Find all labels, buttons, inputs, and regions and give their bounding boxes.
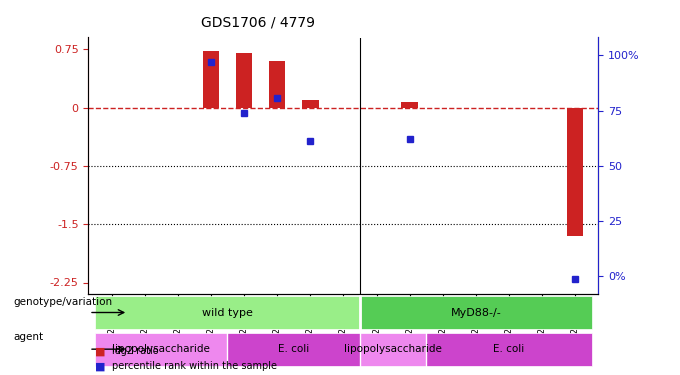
FancyBboxPatch shape [95,296,360,329]
Text: percentile rank within the sample: percentile rank within the sample [112,361,277,371]
Text: GDS1706 / 4779: GDS1706 / 4779 [201,15,316,29]
Text: genotype/variation: genotype/variation [14,297,113,307]
FancyBboxPatch shape [228,333,360,366]
Text: ■: ■ [95,346,105,356]
Bar [302,100,318,108]
Text: ■: ■ [95,361,105,371]
Bar [401,102,418,108]
Text: E. coli: E. coli [278,344,309,354]
Text: lipopolysaccharide: lipopolysaccharide [344,344,442,354]
Text: wild type: wild type [202,308,253,318]
FancyBboxPatch shape [360,333,426,366]
FancyBboxPatch shape [426,333,592,366]
FancyBboxPatch shape [95,333,228,366]
Text: E. coli: E. coli [494,344,524,354]
Text: agent: agent [14,333,44,342]
Text: lipopolysaccharide: lipopolysaccharide [112,344,210,354]
Bar [269,61,286,108]
Text: log2 ratio: log2 ratio [112,346,159,356]
FancyBboxPatch shape [360,296,592,329]
Bar [203,51,219,108]
Bar [567,108,583,236]
Text: MyD88-/-: MyD88-/- [450,308,501,318]
Bar [236,53,252,108]
